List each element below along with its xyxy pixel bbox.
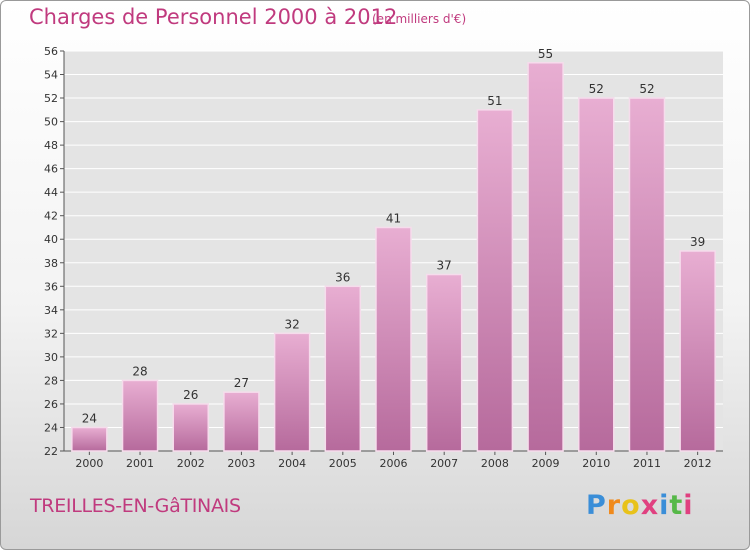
x-tick-label-2007: 2007 <box>430 457 458 470</box>
y-tick-label: 28 <box>44 374 58 387</box>
y-tick-label: 52 <box>44 92 58 105</box>
bar-2004 <box>273 332 311 452</box>
logo-letter: o <box>621 490 641 521</box>
y-tick-label: 56 <box>44 45 58 58</box>
x-tick-label-2005: 2005 <box>329 457 357 470</box>
chart-subtitle: (en milliers d'€) <box>372 12 467 26</box>
x-tick-label-2008: 2008 <box>481 457 509 470</box>
data-label-2007: 37 <box>437 259 452 273</box>
y-tick-label: 50 <box>44 116 58 129</box>
y-tick-label: 36 <box>44 280 58 293</box>
x-tick-label-2010: 2010 <box>582 457 610 470</box>
bar-2003 <box>223 391 260 452</box>
logo-letter: r <box>606 490 622 521</box>
bar-2010 <box>578 97 615 452</box>
y-tick-label: 42 <box>44 210 58 223</box>
data-label-2002: 26 <box>183 388 198 402</box>
y-tick-label: 30 <box>44 351 58 364</box>
data-label-2011: 52 <box>639 82 654 96</box>
x-tick-label-2004: 2004 <box>278 457 306 470</box>
commune-name: TREILLES-EN-GâTINAIS <box>30 495 241 517</box>
y-tick-label: 48 <box>44 139 58 152</box>
x-tick-label-2003: 2003 <box>227 457 255 470</box>
y-tick-label: 40 <box>44 233 58 246</box>
bar-2000 <box>71 426 108 452</box>
y-tick-label: 26 <box>44 398 58 411</box>
x-tick-label-2011: 2011 <box>633 457 661 470</box>
data-label-2004: 32 <box>284 317 299 331</box>
data-label-2008: 51 <box>487 94 502 108</box>
bar-2012 <box>679 250 716 452</box>
axis-layer: 22 24 26 28 30 32 34 36 38 40 42 44 46 48 50 52 54 56 2000… <box>44 45 723 470</box>
bar-2006 <box>375 226 412 452</box>
logo-letter: i <box>659 490 670 521</box>
bar-2007 <box>425 273 463 452</box>
logo-letter: x <box>640 490 660 521</box>
data-label-2001: 28 <box>132 364 147 378</box>
bar-2005 <box>324 285 362 452</box>
bar-2001 <box>121 379 159 452</box>
x-tick-label-2006: 2006 <box>380 457 408 470</box>
y-tick-label: 32 <box>44 327 58 340</box>
y-tick-label: 46 <box>44 163 58 176</box>
y-tick-label: 22 <box>44 445 58 458</box>
x-tick-label-2002: 2002 <box>177 457 205 470</box>
data-label-2003: 27 <box>234 376 249 390</box>
bar-2008 <box>476 109 514 452</box>
data-label-2006: 41 <box>386 211 401 225</box>
y-tick-label: 54 <box>44 69 58 82</box>
data-label-2010: 52 <box>589 82 604 96</box>
x-tick-label-2000: 2000 <box>75 457 103 470</box>
data-label-2009: 55 <box>538 47 553 61</box>
x-tick-label-2001: 2001 <box>126 457 154 470</box>
logo-letter: t <box>669 490 684 521</box>
y-tick-label: 38 <box>44 257 58 270</box>
bar-2009 <box>527 62 564 452</box>
bar-layer: 24 28 26 27 32 36 41 37 51 55 52 52 39 <box>71 47 716 452</box>
data-label-2005: 36 <box>335 270 350 284</box>
proxiti-logo[interactable]: Proxiti <box>586 490 694 521</box>
chart-title: Charges de Personnel 2000 à 2012 <box>29 5 398 29</box>
y-tick-label: 24 <box>44 421 58 434</box>
logo-letter: i <box>683 490 694 521</box>
x-tick-label-2012: 2012 <box>684 457 712 470</box>
data-label-2012: 39 <box>690 235 705 249</box>
bar-2002 <box>172 403 209 452</box>
data-label-2000: 24 <box>82 411 97 425</box>
y-tick-label: 44 <box>44 186 58 199</box>
bar-2011 <box>628 97 666 452</box>
x-tick-label-2009: 2009 <box>532 457 560 470</box>
y-tick-label: 34 <box>44 304 58 317</box>
logo-letter: P <box>586 490 607 521</box>
